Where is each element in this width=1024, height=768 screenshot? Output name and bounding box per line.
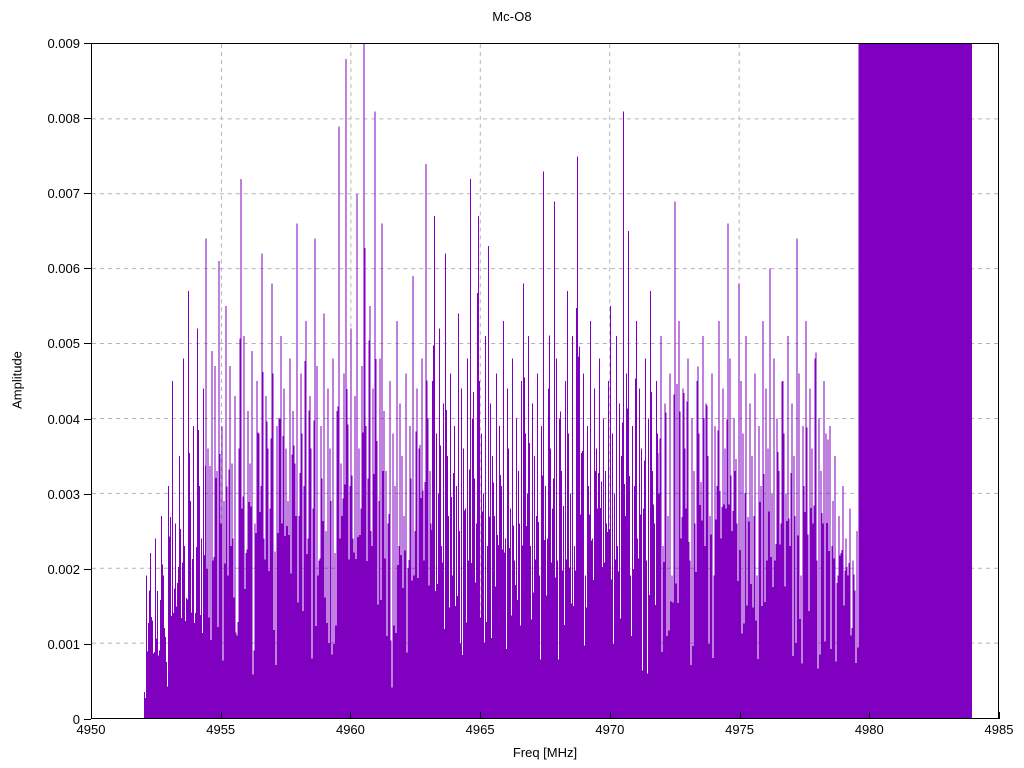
x-tick-label: 4965: [465, 722, 495, 737]
y-tick-mark: [84, 493, 91, 495]
x-tick-label: 4970: [595, 722, 625, 737]
x-tick-mark: [609, 712, 611, 719]
y-tick-label: 0.009: [47, 36, 80, 51]
x-tick-label: 4975: [725, 722, 755, 737]
x-tick-label: 4950: [76, 722, 106, 737]
x-tick-mark: [220, 712, 222, 719]
x-tick-mark: [350, 712, 352, 719]
y-tick-label: 0.001: [47, 636, 80, 652]
x-tick-mark: [869, 712, 871, 719]
y-axis-label: Amplitude: [9, 351, 25, 409]
y-tick-mark: [84, 343, 91, 345]
y-tick-mark: [84, 43, 91, 44]
y-tick-mark: [84, 418, 91, 420]
y-tick-mark: [84, 568, 91, 570]
x-tick-mark: [91, 712, 92, 719]
y-tick-label: 0.005: [47, 336, 80, 352]
y-tick-mark: [84, 643, 91, 645]
y-tick-label: 0.008: [47, 111, 80, 127]
y-tick-mark: [84, 719, 91, 720]
y-tick-label: 0.007: [47, 186, 80, 202]
y-tick-label: 0.002: [47, 561, 80, 577]
y-axis-label-container: Amplitude: [0, 43, 25, 718]
spectrum-data-series: [143, 44, 973, 718]
x-tick-label: 4960: [335, 722, 365, 737]
x-tick-mark: [999, 712, 1000, 719]
y-tick-label: 0.003: [47, 486, 80, 502]
y-tick-label: 0: [72, 712, 80, 727]
y-tick-mark: [84, 193, 91, 195]
x-tick-label: 4980: [854, 722, 884, 737]
y-tick-mark: [84, 118, 91, 120]
x-axis-label: Freq [MHz]: [512, 745, 578, 760]
y-tick-mark: [84, 268, 91, 270]
x-tick-mark: [739, 712, 741, 719]
y-tick-label: 0.006: [47, 261, 80, 277]
x-tick-label: 4985: [984, 722, 1014, 737]
x-tick-mark: [480, 712, 482, 719]
y-tick-label: 0.004: [47, 411, 80, 427]
x-tick-label: 4955: [206, 722, 236, 737]
page-title: Mc-O8: [492, 9, 532, 24]
plot-area: [91, 43, 999, 719]
